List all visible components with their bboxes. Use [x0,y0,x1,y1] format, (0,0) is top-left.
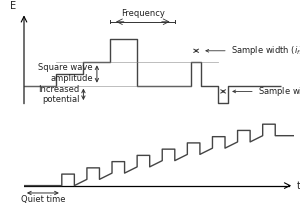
Text: Quiet time: Quiet time [21,195,65,204]
Text: Sample width ($i_f$): Sample width ($i_f$) [231,44,300,57]
Text: Sample width ($i_r$): Sample width ($i_r$) [257,85,300,98]
Text: t: t [297,181,300,191]
Text: E: E [10,1,16,11]
Text: Square wave
amplitude: Square wave amplitude [38,63,93,83]
Text: Increased
potential: Increased potential [38,85,80,104]
Text: Frequency: Frequency [121,9,165,18]
